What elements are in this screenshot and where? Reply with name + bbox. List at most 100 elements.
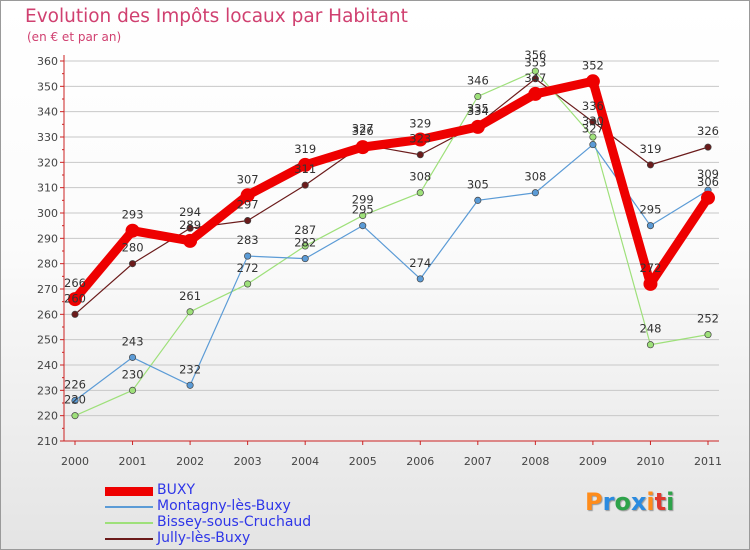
- data-point-bissey-sous-cruchaud: [244, 280, 252, 288]
- data-label-buxy: 307: [237, 172, 259, 186]
- data-point-bissey-sous-cruchaud: [416, 189, 424, 197]
- data-point-montagny-les-buxy: [301, 255, 309, 263]
- data-point-buxy: [125, 223, 140, 238]
- data-label-buxy: 326: [352, 124, 374, 138]
- y-tick-label: 240: [37, 359, 58, 372]
- data-label-montagny-les-buxy: 274: [409, 256, 431, 270]
- y-tick-label: 340: [37, 106, 58, 119]
- legend-swatch: [105, 506, 153, 508]
- data-point-buxy: [701, 190, 715, 205]
- data-point-bissey-sous-cruchaud: [589, 133, 597, 141]
- data-label-bissey-sous-cruchaud: 356: [524, 48, 546, 62]
- data-point-bissey-sous-cruchaud: [301, 242, 309, 250]
- data-label-buxy: 352: [582, 58, 604, 72]
- data-label-montagny-les-buxy: 295: [639, 203, 661, 217]
- data-point-buxy: [240, 188, 255, 203]
- data-label-bissey-sous-cruchaud: 330: [582, 114, 604, 128]
- data-label-buxy: 347: [524, 71, 546, 85]
- x-tick-label: 2009: [579, 455, 607, 468]
- legend-swatch: [105, 538, 153, 540]
- y-tick-label: 250: [37, 334, 58, 347]
- y-tick-label: 360: [37, 55, 58, 68]
- data-point-bissey-sous-cruchaud: [646, 341, 655, 349]
- data-label-montagny-les-buxy: 309: [697, 167, 719, 181]
- data-point-buxy: [298, 157, 313, 172]
- data-label-montagny-les-buxy: 295: [352, 203, 374, 217]
- data-label-jully-les-buxy: 319: [639, 142, 661, 156]
- y-tick-label: 280: [37, 258, 58, 271]
- x-tick-label: 2008: [521, 455, 549, 468]
- data-point-buxy: [528, 86, 543, 101]
- data-label-buxy: 272: [639, 261, 661, 275]
- data-label-bissey-sous-cruchaud: 248: [639, 322, 661, 336]
- data-label-buxy: 266: [64, 276, 86, 290]
- legend-label: Jully-lès-Buxy: [157, 530, 251, 546]
- data-label-bissey-sous-cruchaud: 287: [294, 223, 316, 237]
- data-label-montagny-les-buxy: 327: [582, 122, 604, 136]
- series-line-buxy: [70, 76, 713, 304]
- data-label-jully-les-buxy: 311: [294, 162, 316, 176]
- data-label-montagny-les-buxy: 232: [179, 362, 201, 376]
- legend-swatch: [105, 487, 153, 496]
- data-point-jully-les-buxy: [301, 181, 309, 189]
- y-tick-label: 310: [37, 182, 58, 195]
- data-label-buxy: 329: [409, 117, 431, 131]
- data-point-buxy: [470, 119, 485, 134]
- legend-label: Bissey-sous-Cruchaud: [157, 514, 312, 530]
- y-tick-label: 320: [37, 156, 58, 169]
- data-label-jully-les-buxy: 326: [697, 124, 719, 138]
- data-point-bissey-sous-cruchaud: [71, 412, 79, 420]
- data-label-bissey-sous-cruchaud: 261: [179, 289, 201, 303]
- legend-label: BUXY: [157, 482, 195, 498]
- x-tick-label: 2006: [406, 455, 434, 468]
- x-tick-label: 2001: [119, 455, 147, 468]
- data-point-montagny-les-buxy: [646, 222, 655, 230]
- data-point-buxy: [68, 292, 82, 307]
- y-tick-label: 350: [37, 80, 58, 93]
- data-point-buxy: [183, 233, 198, 248]
- data-label-jully-les-buxy: 336: [582, 99, 604, 113]
- x-tick-label: 2002: [176, 455, 204, 468]
- chart-title: Evolution des Impôts locaux par Habitant: [25, 6, 408, 27]
- data-point-jully-les-buxy: [416, 151, 424, 159]
- x-tick-label: 2005: [349, 455, 377, 468]
- data-point-bissey-sous-cruchaud: [186, 308, 194, 316]
- y-tick-label: 290: [37, 232, 58, 245]
- data-label-jully-les-buxy: 323: [409, 132, 431, 146]
- data-point-montagny-les-buxy: [531, 189, 539, 197]
- data-label-bissey-sous-cruchaud: 272: [237, 261, 259, 275]
- series-line-montagny-les-buxy: [74, 144, 709, 402]
- y-tick-label: 330: [37, 131, 58, 144]
- x-tick-label: 2004: [291, 455, 319, 468]
- data-label-bissey-sous-cruchaud: 220: [64, 393, 86, 407]
- legend-label: Montagny-lès-Buxy: [157, 498, 291, 514]
- data-point-buxy: [585, 74, 600, 89]
- y-tick-label: 220: [37, 410, 58, 423]
- data-label-jully-les-buxy: 335: [467, 101, 489, 115]
- legend-swatch: [105, 522, 153, 524]
- data-label-buxy: 334: [467, 104, 489, 118]
- data-point-montagny-les-buxy: [186, 381, 194, 389]
- data-label-bissey-sous-cruchaud: 252: [697, 312, 719, 326]
- data-label-jully-les-buxy: 260: [64, 291, 86, 305]
- data-point-montagny-les-buxy: [416, 275, 424, 283]
- chart-subtitle: (en € et par an): [27, 30, 122, 44]
- data-label-montagny-les-buxy: 305: [467, 177, 489, 191]
- x-tick-label: 2007: [464, 455, 492, 468]
- data-label-bissey-sous-cruchaud: 346: [467, 73, 489, 87]
- data-point-jully-les-buxy: [646, 161, 655, 169]
- data-label-montagny-les-buxy: 308: [524, 170, 546, 184]
- data-label-buxy: 293: [122, 208, 144, 222]
- data-label-buxy: 289: [179, 218, 201, 232]
- y-tick-label: 210: [37, 435, 58, 448]
- series-line-bissey-sous-cruchaud: [74, 70, 709, 417]
- data-label-jully-les-buxy: 327: [352, 122, 374, 136]
- y-tick-label: 270: [37, 283, 58, 296]
- data-point-montagny-les-buxy: [244, 252, 252, 260]
- data-label-jully-les-buxy: 297: [237, 198, 259, 212]
- data-point-montagny-les-buxy: [589, 141, 597, 149]
- x-tick-label: 2011: [694, 455, 722, 468]
- proxiti-logo: Proxiti: [585, 488, 675, 516]
